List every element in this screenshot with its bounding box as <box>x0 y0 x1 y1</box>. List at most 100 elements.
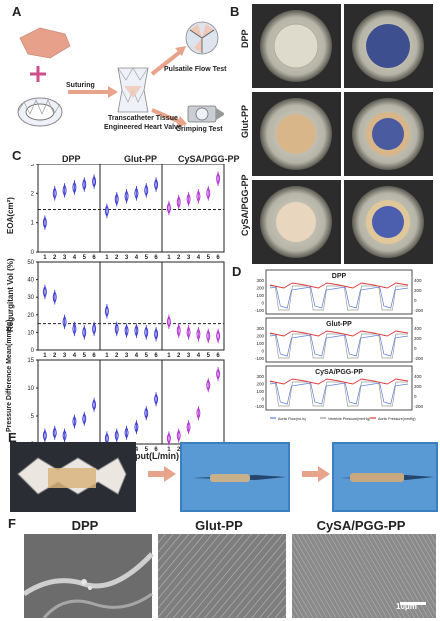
y-tick-label: 5 <box>31 414 35 420</box>
left-tick: 0 <box>261 301 264 306</box>
x-tick-label: 3 <box>187 353 191 359</box>
x-tick-label: 2 <box>177 353 181 359</box>
plot-frame <box>37 261 225 351</box>
left-tick: 0 <box>261 349 264 354</box>
panel-letter-a: A <box>12 4 22 19</box>
trace-title: Glut-PP <box>326 321 352 328</box>
y-tick-label: 0 <box>31 250 35 256</box>
legend-label: Ventricle Pressure(mmHg) <box>328 417 370 421</box>
sem-title-cysa: CySA/PGG-PP <box>316 518 406 533</box>
aortic-pressure-trace <box>269 330 409 337</box>
panel-e-crimping-photos <box>10 442 438 512</box>
y-tick-label: 1 <box>31 221 35 227</box>
x-tick-label: 5 <box>145 255 149 261</box>
x-tick-label: 5 <box>145 353 149 359</box>
x-tick-label: 4 <box>197 255 201 261</box>
y-tick-label: 20 <box>27 313 34 319</box>
legend-label: Aortic Flow(mL/s) <box>278 417 306 421</box>
x-tick-label: 6 <box>92 353 96 359</box>
x-tick-label: 3 <box>125 353 129 359</box>
y-tick-label: 10 <box>27 386 34 392</box>
x-tick-label: 4 <box>73 353 77 359</box>
left-tick: 100 <box>256 389 264 394</box>
valve-label: Transcatheter Tissue Engineered Heart Val… <box>104 115 182 131</box>
ventricle-pressure-trace <box>270 381 408 407</box>
right-tick: 0 <box>414 346 417 351</box>
x-tick-label: 6 <box>92 255 96 261</box>
left-tick: 200 <box>256 382 264 387</box>
right-tick: 400 <box>414 278 422 283</box>
x-tick-label: 1 <box>105 353 109 359</box>
left-tick: 0 <box>261 397 264 402</box>
row-label-glut: Glut-PP <box>240 105 250 138</box>
x-tick-label: 2 <box>177 447 181 452</box>
aortic-flow-trace <box>269 334 409 357</box>
y-tick-label: 3 <box>31 164 35 168</box>
x-tick-label: 1 <box>167 255 171 261</box>
y-tick-label: 10 <box>27 330 34 336</box>
y-tick-label: 50 <box>27 260 34 266</box>
x-tick-label: 6 <box>154 255 158 261</box>
right-tick: 200 <box>414 288 422 293</box>
left-tick: -100 <box>255 404 265 409</box>
right-tick: 200 <box>414 384 422 389</box>
crimping-label: Crimping Test <box>176 126 223 133</box>
x-tick-label: 2 <box>115 255 119 261</box>
x-tick-label: 5 <box>207 353 211 359</box>
y-tick-label: 40 <box>27 278 34 284</box>
right-tick: 400 <box>414 326 422 331</box>
x-tick-label: 6 <box>154 353 158 359</box>
row-label-dpp: DPP <box>240 29 250 48</box>
right-tick: 0 <box>414 298 417 303</box>
y-tick-label: 0 <box>31 348 35 354</box>
suturing-label: Suturing <box>66 82 95 89</box>
left-tick: 100 <box>256 293 264 298</box>
x-tick-label: 6 <box>154 447 158 452</box>
trace-title: DPP <box>332 273 347 280</box>
group-title-cysa: CySA/PGG-PP <box>178 154 240 164</box>
left-tick: 200 <box>256 334 264 339</box>
x-tick-label: 5 <box>83 255 87 261</box>
panel-b-photos <box>252 4 433 264</box>
y-tick-label: 2 <box>31 191 35 197</box>
panel-letter-d: D <box>232 264 242 279</box>
left-tick: 200 <box>256 286 264 291</box>
x-tick-label: 1 <box>43 353 47 359</box>
right-tick: -200 <box>414 308 424 313</box>
legend-label: Aortic Pressure(mmHg) <box>378 417 416 421</box>
y-tick-label: 30 <box>27 295 34 301</box>
trace-frame <box>265 269 413 315</box>
panel-letter-f: F <box>8 516 16 531</box>
x-tick-label: 1 <box>167 447 171 452</box>
left-tick: 300 <box>256 374 264 379</box>
x-tick-label: 2 <box>53 353 57 359</box>
y-tick-label: 15 <box>27 358 34 364</box>
x-tick-label: 4 <box>135 255 139 261</box>
left-tick: -100 <box>255 308 265 313</box>
x-tick-label: 1 <box>43 255 47 261</box>
x-tick-label: 5 <box>207 255 211 261</box>
plot-frame <box>37 359 225 445</box>
x-tick-label: 4 <box>135 353 139 359</box>
ventricle-pressure-trace <box>270 333 408 359</box>
aortic-pressure-trace <box>269 378 409 385</box>
trace-title: CySA/PGG-PP <box>315 369 363 376</box>
x-tick-label: 3 <box>63 353 67 359</box>
x-tick-label: 1 <box>105 255 109 261</box>
right-tick: -200 <box>414 356 424 361</box>
row-label-cysa: CySA/PGG-PP <box>240 174 250 236</box>
panel-a-schematic <box>17 21 224 128</box>
left-tick: 300 <box>256 278 264 283</box>
panel-f-sem-images <box>24 534 436 618</box>
panel-letter-b: B <box>230 4 240 19</box>
plot-frame <box>37 164 225 253</box>
ventricle-pressure-trace <box>270 285 408 311</box>
x-tick-label: 1 <box>167 353 171 359</box>
pulsatile-label: Pulsatile Flow Test <box>164 66 227 73</box>
scale-bar-label: 10μm <box>396 602 417 611</box>
panel-letter-c: C <box>12 148 22 163</box>
aortic-flow-trace <box>269 382 409 405</box>
x-tick-label: 5 <box>83 353 87 359</box>
x-tick-label: 3 <box>125 255 129 261</box>
